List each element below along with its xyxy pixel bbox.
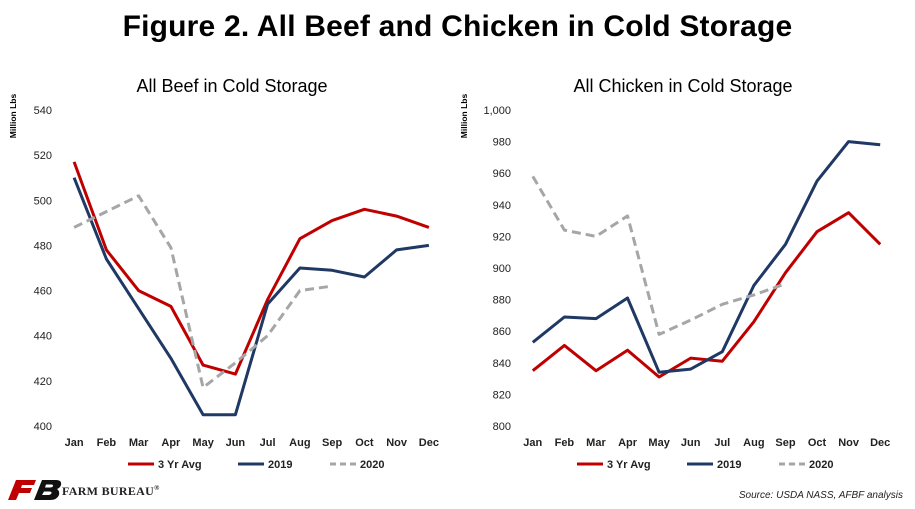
beef-y-axis-label: Million Lbs [8,94,18,139]
chicken-legend-label-y2019: 2019 [717,459,741,471]
beef-chart-title: All Beef in Cold Storage [136,76,328,96]
chicken-legend-label-y2020: 2020 [809,459,833,471]
beef-x-tick-label: Feb [97,437,117,449]
beef-x-tick-label: Aug [289,437,310,449]
beef-y-tick-label: 440 [34,331,52,343]
beef-x-tick-label: Apr [161,437,181,449]
chicken-x-tick-label: May [648,437,670,449]
beef-x-tick-label: Dec [419,437,439,449]
chicken-chart-panel: All Chicken in Cold Storage Million Lbs 8… [455,70,915,475]
beef-series-line-avg3 [72,161,430,376]
chicken-y-tick-label: 800 [493,421,511,433]
chicken-y-tick-label: 980 [493,137,511,149]
beef-y-tick-label: 460 [34,286,52,298]
beef-x-tick-label: Oct [355,437,374,449]
chicken-chart: Million Lbs 800 820 840 860 880 900 920 940 960 98… [459,94,890,471]
beef-y-tick-label: 400 [34,421,52,433]
chicken-y-tick-label: 900 [493,263,511,275]
chicken-y-tick-label: 880 [493,295,511,307]
beef-x-tick-label: Jun [226,437,246,449]
chicken-x-tick-label: Jun [681,437,701,449]
beef-x-tick-label: Nov [386,437,408,449]
farm-bureau-logo-icon [8,480,62,500]
beef-y-tick-label: 420 [34,376,52,388]
chicken-x-tick-label: Jul [714,437,730,449]
chicken-y-tick-label: 840 [493,358,511,370]
chicken-y-tick-label: 860 [493,326,511,338]
chicken-x-tick-label: Nov [838,437,860,449]
logo-text: FARM BUREAU® [62,484,160,498]
beef-chart: Million Lbs 400 420 440 460 480 500 520 540 Jan Fe… [8,94,439,471]
beef-x-tick-label: Mar [129,437,149,449]
chicken-x-tick-label: Feb [555,437,575,449]
chicken-x-tick-label: Dec [870,437,890,449]
chicken-y-tick-label: 1,000 [483,105,511,117]
chicken-y-tick-label: 940 [493,200,511,212]
chicken-legend-label-avg3: 3 Yr Avg [607,459,651,471]
chicken-x-tick-label: Jan [523,437,542,449]
beef-y-tick-label: 540 [34,105,52,117]
beef-x-tick-label: Jan [65,437,84,449]
chicken-y-tick-label: 920 [493,231,511,243]
beef-legend-label-avg3: 3 Yr Avg [158,459,202,471]
beef-x-tick-label: Sep [322,437,342,449]
chicken-x-tick-label: Apr [618,437,638,449]
chicken-series-line-y2020 [531,175,786,336]
chicken-series-line-avg3 [531,211,882,379]
beef-y-tick-label: 520 [34,150,52,162]
chicken-y-tick-label: 820 [493,389,511,401]
chicken-x-tick-label: Aug [743,437,764,449]
beef-legend-label-y2019: 2019 [268,459,292,471]
chicken-x-tick-label: Mar [586,437,606,449]
beef-series-line-y2019 [72,177,430,417]
beef-y-tick-label: 480 [34,240,52,252]
beef-series-line-y2020 [73,194,333,390]
beef-x-tick-label: May [192,437,214,449]
chicken-series-line-y2019 [531,140,881,374]
chicken-x-tick-label: Sep [775,437,795,449]
beef-legend-label-y2020: 2020 [360,459,384,471]
chicken-chart-title: All Chicken in Cold Storage [573,76,793,96]
source-note: Source: USDA NASS, AFBF analysis [738,490,903,501]
beef-chart-panel: All Beef in Cold Storage Million Lbs 400 4… [0,70,460,475]
page-title: Figure 2. All Beef and Chicken in Cold S… [122,10,793,43]
beef-x-tick-label: Jul [260,437,276,449]
chicken-x-tick-label: Oct [808,437,827,449]
chicken-y-axis-label: Million Lbs [459,94,469,139]
chicken-y-tick-label: 960 [493,168,511,180]
beef-y-tick-label: 500 [34,195,52,207]
